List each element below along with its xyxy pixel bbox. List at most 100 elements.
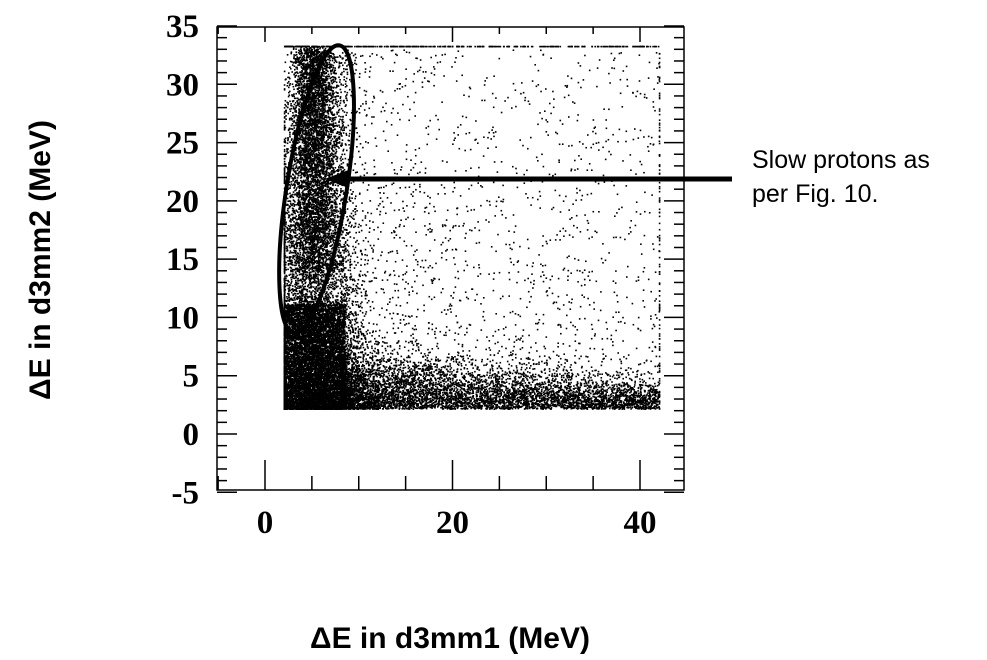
data-point	[307, 161, 309, 164]
data-point	[327, 94, 330, 96]
data-point	[290, 203, 292, 205]
data-point	[312, 301, 315, 303]
data-point	[355, 205, 357, 207]
data-point	[346, 285, 349, 287]
data-point	[326, 291, 328, 293]
data-point	[311, 179, 314, 181]
data-point	[292, 224, 294, 226]
data-point	[286, 85, 289, 87]
data-point	[298, 201, 300, 203]
data-point	[299, 301, 301, 304]
data-point	[292, 112, 294, 114]
data-point	[313, 267, 316, 270]
data-point	[325, 206, 328, 208]
data-point	[298, 273, 301, 276]
data-point	[347, 259, 349, 262]
data-point	[302, 283, 305, 286]
data-point	[295, 124, 298, 126]
data-point	[292, 208, 295, 210]
data-point	[320, 275, 322, 277]
data-point	[288, 300, 291, 302]
data-point	[306, 173, 309, 176]
data-point	[356, 283, 359, 285]
data-point	[300, 176, 303, 178]
data-point	[298, 249, 301, 252]
data-point	[293, 277, 296, 280]
data-point	[355, 284, 357, 287]
data-point	[324, 207, 326, 210]
data-point	[330, 290, 333, 293]
data-point	[298, 102, 300, 105]
data-point	[284, 137, 287, 140]
data-point	[296, 177, 299, 179]
data-point	[329, 342, 331, 345]
data-point	[360, 338, 363, 340]
data-point	[364, 371, 367, 373]
data-point	[346, 370, 348, 372]
data-point	[289, 150, 292, 152]
data-point	[324, 364, 327, 366]
data-point	[323, 255, 326, 257]
data-point	[347, 251, 350, 253]
data-point	[324, 261, 326, 264]
data-point	[322, 61, 325, 64]
data-point	[294, 212, 296, 215]
data-point	[283, 298, 286, 301]
data-point	[332, 220, 335, 222]
data-point	[290, 251, 292, 254]
data-point	[315, 235, 317, 237]
data-point	[344, 300, 347, 302]
data-point	[358, 231, 361, 233]
data-point	[328, 61, 331, 64]
data-point	[343, 111, 346, 113]
data-point	[349, 269, 352, 272]
data-point	[296, 167, 299, 170]
data-point	[335, 158, 337, 161]
data-point	[284, 266, 287, 269]
data-point	[335, 376, 337, 378]
data-point	[296, 274, 299, 277]
data-point	[303, 205, 305, 208]
data-point	[310, 132, 313, 134]
data-point	[322, 375, 325, 378]
data-point	[332, 153, 335, 156]
data-point	[311, 343, 314, 346]
data-point	[333, 259, 336, 262]
data-point	[287, 211, 290, 213]
data-point	[318, 100, 320, 103]
data-point	[357, 333, 360, 335]
data-point	[344, 294, 347, 296]
data-point	[283, 170, 286, 173]
data-point	[327, 281, 329, 283]
data-point	[328, 202, 331, 205]
data-point	[353, 267, 356, 269]
data-point	[289, 83, 291, 85]
data-point	[299, 203, 302, 205]
data-point	[307, 101, 309, 104]
data-point	[308, 54, 310, 57]
data-point	[285, 118, 287, 120]
data-point	[344, 293, 347, 295]
data-point	[309, 180, 312, 183]
data-point	[317, 133, 319, 135]
data-point	[312, 152, 314, 155]
data-point	[344, 276, 346, 278]
data-point	[295, 156, 298, 159]
data-point	[334, 137, 336, 139]
data-point	[291, 298, 294, 301]
data-point	[294, 148, 297, 151]
data-point	[312, 275, 315, 277]
data-point	[327, 193, 330, 195]
data-point	[305, 85, 307, 87]
data-point	[320, 231, 323, 233]
data-point	[339, 352, 342, 354]
data-point	[293, 296, 296, 299]
data-point	[286, 297, 289, 300]
data-point	[310, 307, 313, 309]
data-point	[295, 288, 297, 291]
data-point	[311, 295, 313, 297]
data-point	[326, 301, 329, 304]
data-point	[285, 247, 288, 250]
data-point	[284, 165, 287, 168]
data-point	[298, 228, 301, 231]
